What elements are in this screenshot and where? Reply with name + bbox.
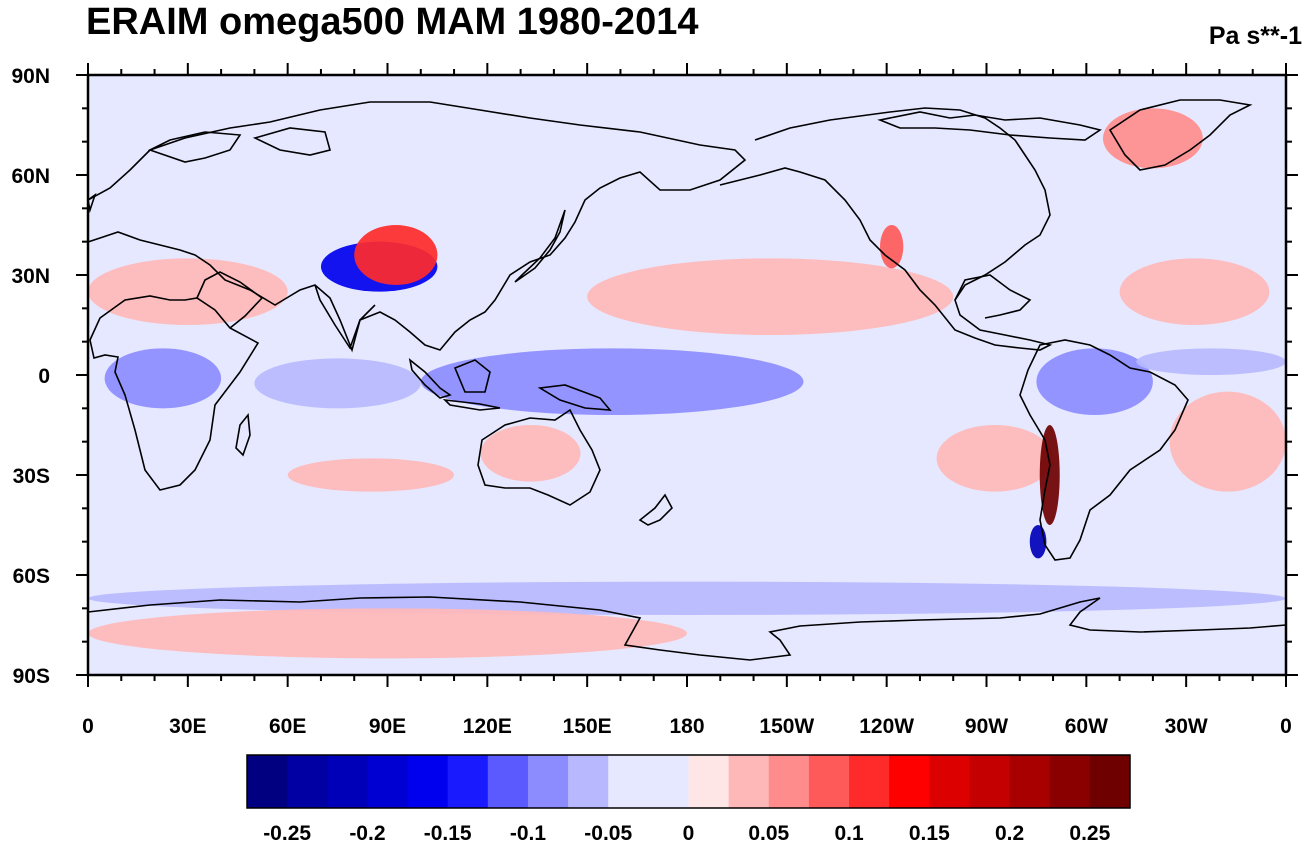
coastline-new-guinea [537, 384, 612, 411]
coastline-greenland [1108, 99, 1253, 171]
colorbar-tick-label: -0.1 [510, 822, 547, 845]
field-region [1039, 425, 1060, 525]
coastline-java [442, 398, 501, 411]
colorbar-box [768, 755, 810, 808]
coastlines [88, 99, 1286, 661]
x-tick-label: 180 [669, 715, 704, 738]
colorbar-box [327, 755, 368, 808]
field-region [1102, 108, 1203, 169]
coastline-gulf-of-mexico [954, 274, 1032, 319]
colorbar-box [969, 755, 1011, 808]
colorbar-tick-label: 0.15 [909, 822, 950, 845]
colorbar-box [247, 755, 288, 808]
x-tick-label: 30E [169, 715, 206, 738]
coastline-japan [514, 209, 566, 283]
colorbar-tick-label: -0.25 [263, 822, 311, 845]
field-region [88, 258, 288, 325]
colorbar-box [608, 755, 649, 808]
omega-field [88, 108, 1286, 659]
y-tick-label: 60N [11, 165, 50, 188]
colorbar-box [728, 755, 770, 808]
colorbar-box [1089, 755, 1131, 808]
coastline-madagascar [235, 412, 251, 457]
y-tick-label: 0 [38, 365, 50, 388]
colorbar-frame [246, 754, 1131, 809]
x-tick-label: 60W [1065, 715, 1108, 738]
y-tick-label: 30S [13, 465, 50, 488]
coastline-new-zealand [638, 493, 673, 526]
colorbar-box [889, 755, 930, 808]
colorbar-tick-label: -0.2 [349, 822, 385, 845]
figure-title: ERAIM omega500 MAM 1980-2014 [86, 1, 698, 43]
colorbar-box [367, 755, 409, 808]
x-tick-label: 30W [1165, 715, 1208, 738]
coastline-sumatra [408, 358, 452, 399]
coastline-antarctica [88, 596, 1286, 661]
colorbar-box [849, 755, 890, 808]
x-tick-label: 90W [965, 715, 1008, 738]
colorbar-tick-label: -0.05 [584, 822, 632, 845]
colorbar-box [808, 755, 850, 808]
x-tick-label: 60E [269, 715, 306, 738]
coastline-india [314, 284, 376, 350]
field-region [880, 225, 904, 269]
field-region [88, 608, 687, 659]
field-region [936, 425, 1054, 492]
coastline-north-america [719, 107, 1053, 351]
colorbar-box [527, 755, 569, 808]
colorbar-tick-label: -0.15 [424, 822, 472, 845]
colorbar-box [447, 755, 489, 808]
colorbar-box [1009, 755, 1051, 808]
colorbar-box [688, 755, 730, 808]
colorbar-box [648, 755, 689, 808]
y-tick-label: 90S [13, 665, 50, 688]
field-region [1119, 258, 1270, 325]
coastline-africa [89, 295, 260, 491]
colorbar-tick-label: 0.05 [748, 822, 789, 845]
map-area [88, 75, 1286, 675]
map-axes: 0 30E 60E 90E 120E 150E 180 150W 120W 90W 60W 30W 0 9… [11, 63, 1298, 738]
field-region [1136, 348, 1286, 375]
colorbar-box [929, 755, 970, 808]
coastline-borneo [453, 359, 491, 393]
coastline-arctic-islands [877, 111, 1102, 141]
x-tick-label: 0 [1280, 715, 1292, 738]
field-region [104, 348, 222, 409]
coastline-south-america [1019, 339, 1189, 561]
x-tick-label: 0 [82, 715, 94, 738]
coastline-arabia [196, 271, 264, 329]
y-tick-label: 60S [13, 565, 50, 588]
field-region [480, 425, 581, 482]
colorbar-box [487, 755, 529, 808]
field-region [254, 358, 421, 409]
colorbar-box [287, 755, 328, 808]
colorbar-box [568, 755, 609, 808]
colorbar-tick-label: 0 [683, 822, 695, 845]
field-region [1036, 348, 1153, 415]
y-tick-label: 90N [11, 65, 50, 88]
colorbar-tick-label: 0.2 [995, 822, 1024, 845]
x-tick-label: 150W [759, 715, 814, 738]
field-region [354, 225, 438, 285]
field-region [420, 348, 804, 415]
field-region [287, 458, 455, 492]
x-tick-label: 150E [563, 715, 612, 738]
units-label: Pa s**-1 [1209, 22, 1302, 50]
x-tick-label: 120E [463, 715, 512, 738]
colorbar: -0.25 -0.2 -0.15 -0.1 -0.05 0 0.05 0.1 0.15 0.2 0.… [246, 754, 1131, 845]
y-tick-label: 30N [11, 265, 50, 288]
colorbar-tick-label: 0.25 [1069, 822, 1110, 845]
colorbar-box [1049, 755, 1091, 808]
field-region [587, 258, 954, 335]
field-region [88, 581, 1286, 615]
colorbar-tick-label: 0.1 [834, 822, 864, 845]
x-tick-label: 120W [859, 715, 914, 738]
x-tick-label: 90E [369, 715, 406, 738]
coastline-australia [477, 408, 601, 506]
colorbar-box [407, 755, 449, 808]
field-region [1169, 391, 1286, 492]
coastline-europe-north [147, 127, 331, 163]
